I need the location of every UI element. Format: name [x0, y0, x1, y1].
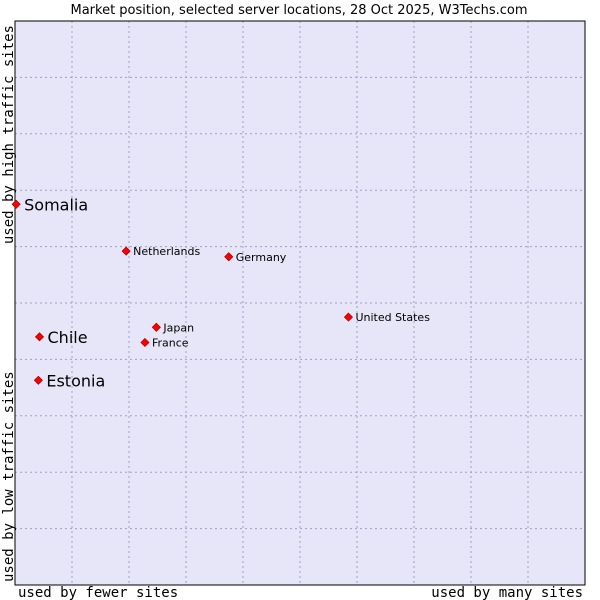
- point-france: France: [140, 336, 189, 349]
- point-somalia: Somalia: [11, 195, 88, 214]
- y-axis-label-top: used by high traffic sites: [1, 25, 17, 244]
- point-marker: [343, 312, 354, 322]
- point-marker: [33, 375, 43, 385]
- point-marker: [121, 246, 131, 256]
- point-united-states: United States: [343, 311, 430, 324]
- x-axis-label-left: used by fewer sites: [18, 585, 178, 600]
- point-label: Estonia: [46, 371, 105, 390]
- point-marker: [151, 322, 161, 332]
- x-axis-label-right: used by many sites: [431, 585, 583, 600]
- point-label: France: [152, 336, 189, 349]
- point-label: Netherlands: [133, 245, 200, 258]
- y-axis-label-bottom: used by low traffic sites: [1, 371, 17, 582]
- point-label: Germany: [236, 251, 287, 264]
- plot-border: [14, 20, 586, 586]
- point-netherlands: Netherlands: [121, 245, 200, 258]
- point-marker: [224, 252, 234, 262]
- point-marker: [11, 199, 21, 209]
- data-points: Somalia Netherlands Germany United States Ja…: [11, 195, 430, 390]
- point-label: Chile: [48, 328, 88, 347]
- point-label: Somalia: [24, 195, 88, 214]
- grid-lines: [15, 21, 585, 585]
- chart-title: Market position, selected server locatio…: [70, 3, 527, 18]
- point-chile: Chile: [34, 328, 88, 347]
- point-label: United States: [355, 311, 430, 324]
- point-marker: [140, 337, 150, 348]
- point-japan: Japan: [151, 321, 194, 334]
- point-label: Japan: [162, 321, 194, 334]
- point-marker: [34, 332, 45, 342]
- point-germany: Germany: [224, 251, 287, 264]
- point-estonia: Estonia: [33, 371, 105, 390]
